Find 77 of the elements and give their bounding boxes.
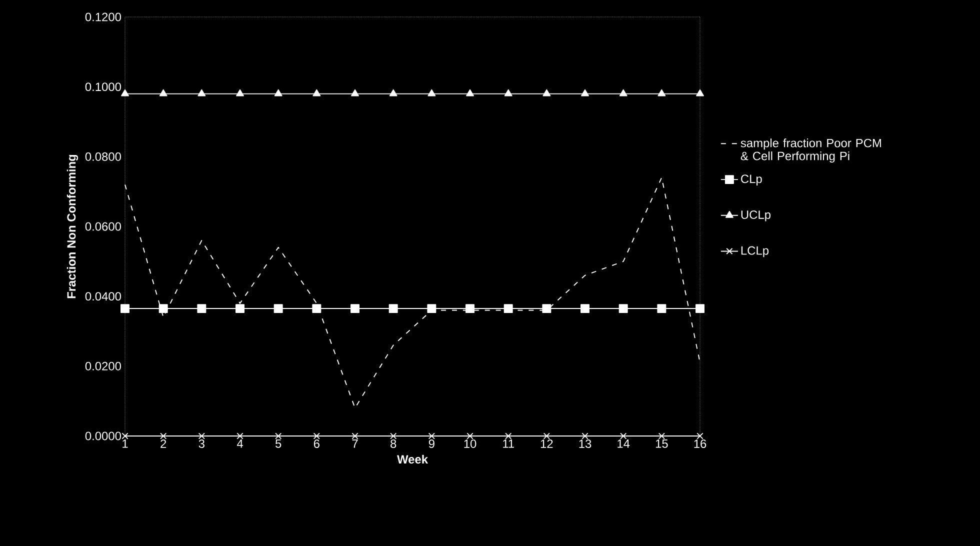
y-tick-label: 0.0200 (85, 362, 122, 370)
x-tick-label: 10 (464, 440, 476, 448)
y-axis-title: Fraction Non Conforming (66, 154, 78, 298)
point (658, 432, 665, 440)
point (274, 89, 282, 96)
legend-label: UCLp (741, 210, 770, 222)
x-tick-label: 4 (236, 440, 243, 448)
x-tick-label: 7 (352, 440, 358, 448)
point (504, 89, 512, 96)
point (275, 432, 282, 440)
point (388, 304, 398, 314)
point (543, 432, 550, 440)
x-tick-label: 12 (540, 440, 553, 448)
legend-label: sample fraction Poor PCM & Cell Performing Pi (740, 138, 881, 163)
x-tick-label: 15 (656, 440, 668, 448)
point (159, 89, 168, 96)
x-tick-label: 5 (275, 440, 282, 448)
point (390, 432, 397, 440)
point (274, 304, 283, 314)
point (236, 304, 244, 314)
x-tick-label: 14 (618, 440, 630, 448)
x-tick-label: 2 (160, 440, 166, 448)
y-tick-label: 0.0000 (85, 432, 122, 440)
point (158, 304, 168, 314)
y-tick-label: 0.0400 (85, 292, 122, 301)
point (542, 89, 551, 96)
point (351, 89, 359, 96)
point (198, 89, 206, 96)
point (236, 89, 244, 96)
point (620, 432, 627, 440)
point (466, 432, 474, 440)
legend-label: LCLp (741, 246, 769, 258)
point (312, 304, 322, 314)
point (197, 304, 206, 314)
y-tick-label: 0.0600 (85, 222, 122, 231)
point (198, 432, 205, 440)
x-tick-label: 6 (314, 440, 320, 448)
x-tick-label: 8 (390, 440, 396, 448)
point (428, 432, 435, 440)
point (582, 432, 588, 440)
point (658, 89, 666, 96)
y-tick-label: 0.0800 (85, 152, 122, 161)
point (619, 89, 628, 96)
y-tick-label: 0.1200 (85, 12, 122, 22)
point (313, 432, 320, 440)
point (696, 304, 704, 314)
x-tick-label: 1 (122, 440, 128, 448)
point (120, 304, 130, 314)
point (427, 304, 436, 314)
point (580, 304, 590, 314)
point (696, 432, 704, 440)
point (466, 304, 474, 314)
point (581, 89, 589, 96)
point (350, 304, 360, 314)
x-tick-label: 13 (579, 440, 592, 448)
point (312, 89, 321, 96)
point (428, 89, 436, 96)
x-tick-label: 9 (428, 440, 434, 448)
point (542, 304, 552, 314)
point (121, 89, 129, 96)
point (389, 89, 398, 96)
point (618, 304, 628, 314)
legend-label: CLp (741, 174, 762, 186)
point (696, 89, 704, 96)
point (236, 432, 244, 440)
point (160, 432, 167, 440)
point (466, 89, 474, 96)
point (657, 304, 666, 314)
point (504, 304, 513, 314)
y-tick-label: 0.1000 (85, 82, 122, 92)
point (505, 432, 512, 440)
point (352, 432, 358, 440)
x-axis-title: Week (397, 454, 428, 464)
x-tick-label: 11 (503, 440, 514, 448)
point (122, 432, 128, 440)
x-tick-label: 16 (694, 440, 706, 448)
x-tick-label: 3 (198, 440, 204, 448)
